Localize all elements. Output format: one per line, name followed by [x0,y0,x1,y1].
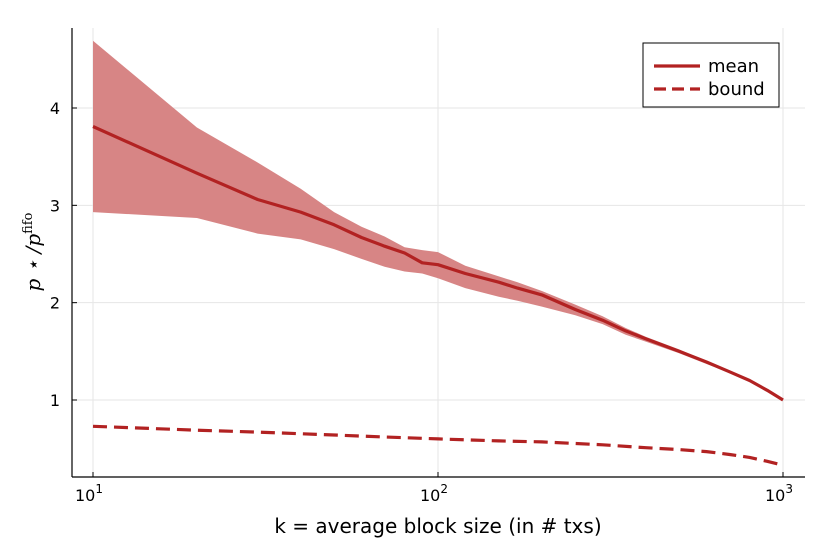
y-tick-label: 1 [50,391,60,410]
x-tick-label-exp: 2 [440,482,448,496]
legend-box [642,42,780,108]
series-line-bound [92,424,784,467]
legend: mean bound [642,42,780,108]
y-axis-label-sup: fifo [21,212,36,233]
x-tick-label-exp: 3 [785,482,793,496]
x-axis-label: k = average block size (in # txs) [274,514,601,538]
y-axis-label: p ⋆ /pfifo [21,212,45,291]
mean-range-band [93,40,783,401]
x-tick-label: 101 [75,482,103,505]
x-tick-label-base: 10 [75,486,95,505]
y-tick-label: 2 [50,294,60,313]
y-ticks: 1 2 3 4 [50,99,77,410]
lines-layer [92,125,784,467]
legend-label-bound: bound [708,79,765,100]
x-tick-label-exp: 1 [95,482,103,496]
band-layer [93,40,783,401]
x-tick-label-base: 10 [420,486,440,505]
y-tick-label: 4 [50,99,60,118]
x-ticks: 101 102 103 [75,472,793,505]
y-tick-label: 3 [50,196,60,215]
series-line-mean [92,125,784,402]
x-tick-label-base: 10 [765,486,785,505]
x-tick-label: 102 [420,482,448,505]
x-tick-label: 103 [765,482,793,505]
legend-label-mean: mean [708,56,759,77]
y-axis-label-main: p ⋆ /p [21,234,45,292]
